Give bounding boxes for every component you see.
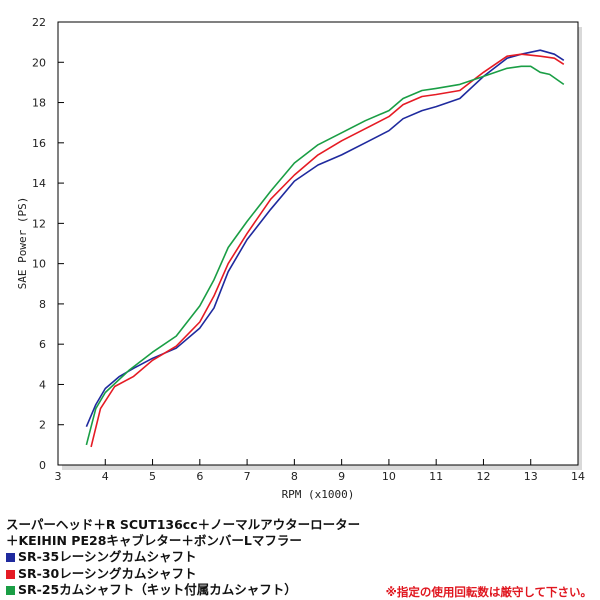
legend-item-sr30: SR-30レーシングカムシャフト — [6, 567, 196, 581]
plot-area — [57, 21, 579, 466]
y-tick-label: 0 — [39, 459, 46, 472]
series-layer — [85, 49, 565, 448]
series-line-sr35 — [85, 49, 565, 428]
legend-swatch-sr35 — [6, 553, 15, 562]
x-tick-label: 12 — [476, 470, 490, 483]
legend-label-sr30: SR-30レーシングカムシャフト — [18, 566, 197, 581]
legend-label-sr35: SR-35レーシングカムシャフト — [18, 549, 197, 564]
y-tick-label: 12 — [32, 217, 46, 230]
y-axis-title: SAE Power (PS) — [16, 197, 29, 290]
y-tick-label: 4 — [39, 378, 46, 391]
tick-layer: 3 4 5 6 7 8 9 10 11 12 13 14 0 2 4 6 8 10 12 14 16 18 20 22 — [32, 16, 585, 483]
chart-canvas: 3 4 5 6 7 8 9 10 11 12 13 14 0 2 4 6 8 10 12 14 16 18 20 22 RPM… — [16, 16, 585, 501]
caption-line-2: ＋KEIHIN PE28キャブレター＋ボンバーLマフラー — [6, 533, 302, 548]
x-tick-label: 10 — [382, 470, 396, 483]
y-tick-label: 22 — [32, 16, 46, 29]
y-tick-label: 2 — [39, 419, 46, 432]
legend-label-sr25: SR-25カムシャフト（キット付属カムシャフト） — [18, 582, 297, 597]
x-tick-label: 6 — [196, 470, 203, 483]
legend-item-sr35: SR-35レーシングカムシャフト — [6, 550, 196, 564]
y-tick-label: 8 — [39, 298, 46, 311]
x-tick-label: 11 — [429, 470, 443, 483]
legend-swatch-sr25 — [6, 586, 15, 595]
y-tick-label: 14 — [32, 177, 46, 190]
x-tick-label: 8 — [291, 470, 298, 483]
series-line-sr30 — [90, 53, 565, 448]
chart-caption: スーパーヘッド＋R SCUT136cc＋ノーマルアウターローター ＋KEIHIN… — [0, 512, 600, 600]
y-tick-label: 6 — [39, 338, 46, 351]
x-axis-title: RPM (x1000) — [282, 488, 355, 501]
y-tick-label: 18 — [32, 97, 46, 110]
y-tick-label: 20 — [32, 56, 46, 69]
x-tick-label: 7 — [244, 470, 251, 483]
x-tick-label: 14 — [571, 470, 585, 483]
x-tick-label: 13 — [524, 470, 538, 483]
y-tick-label: 16 — [32, 137, 46, 150]
legend-swatch-sr30 — [6, 570, 15, 579]
x-tick-label: 4 — [102, 470, 109, 483]
rpm-warning-note: ※指定の使用回転数は厳守して下さい。 — [385, 585, 592, 599]
x-tick-label: 5 — [149, 470, 156, 483]
caption-line-1: スーパーヘッド＋R SCUT136cc＋ノーマルアウターローター — [6, 517, 361, 532]
series-line-sr25 — [85, 65, 565, 446]
y-tick-label: 10 — [32, 258, 46, 271]
x-tick-label: 3 — [55, 470, 62, 483]
legend-item-sr25: SR-25カムシャフト（キット付属カムシャフト） — [6, 583, 297, 597]
x-tick-label: 9 — [338, 470, 345, 483]
